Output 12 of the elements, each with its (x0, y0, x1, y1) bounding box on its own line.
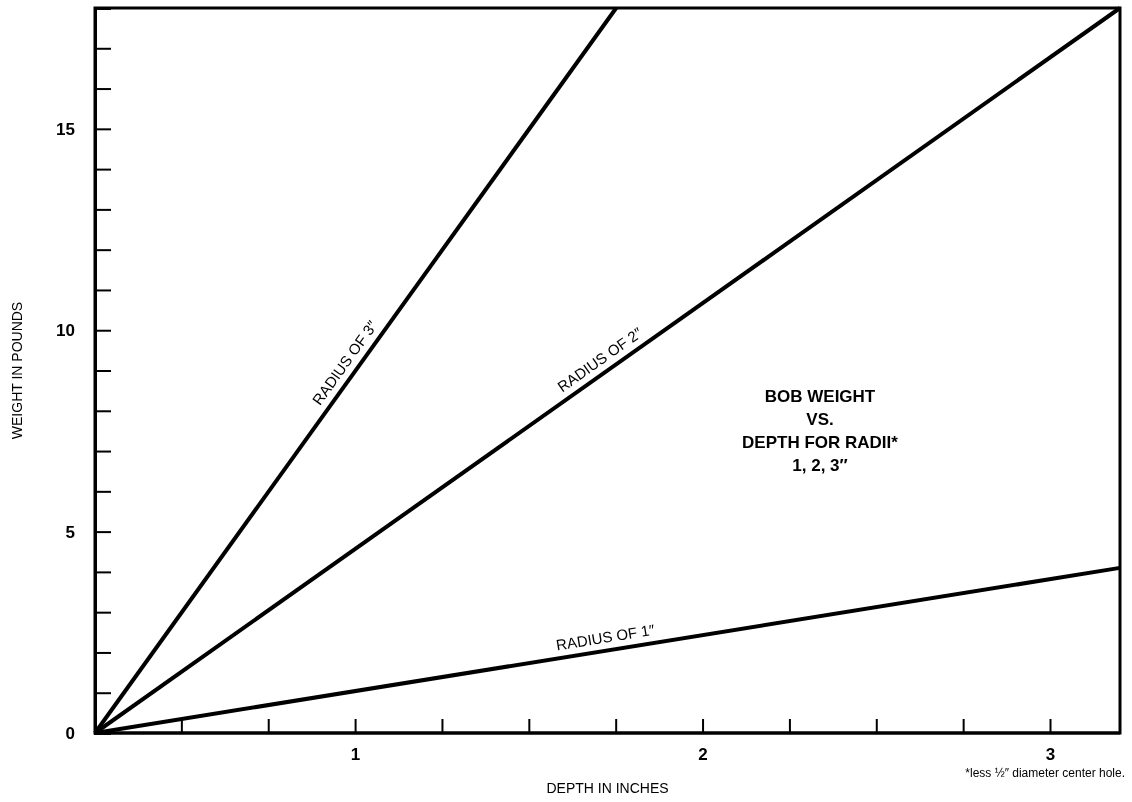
x-tick-label: 2 (698, 745, 708, 764)
x-tick-label: 3 (1045, 745, 1056, 764)
text: BOB WEIGHT VS. DEPTH FOR RADII* 1, 2, 3″ (742, 387, 899, 475)
y-tick-label: 10 (56, 321, 75, 341)
x-tick-label: 1 (350, 745, 361, 764)
y-tick-label: 5 (65, 522, 75, 542)
text: *less ½″ diameter center hole. (965, 766, 1125, 780)
y-tick-label: 0 (65, 723, 75, 743)
text: RADIUS OF 1″ (554, 620, 657, 654)
y-tick-label: 15 (56, 119, 75, 139)
x-axis-title: DEPTH IN INCHES (546, 780, 669, 796)
y-axis-title: WEIGHT IN POUNDS (9, 301, 25, 440)
